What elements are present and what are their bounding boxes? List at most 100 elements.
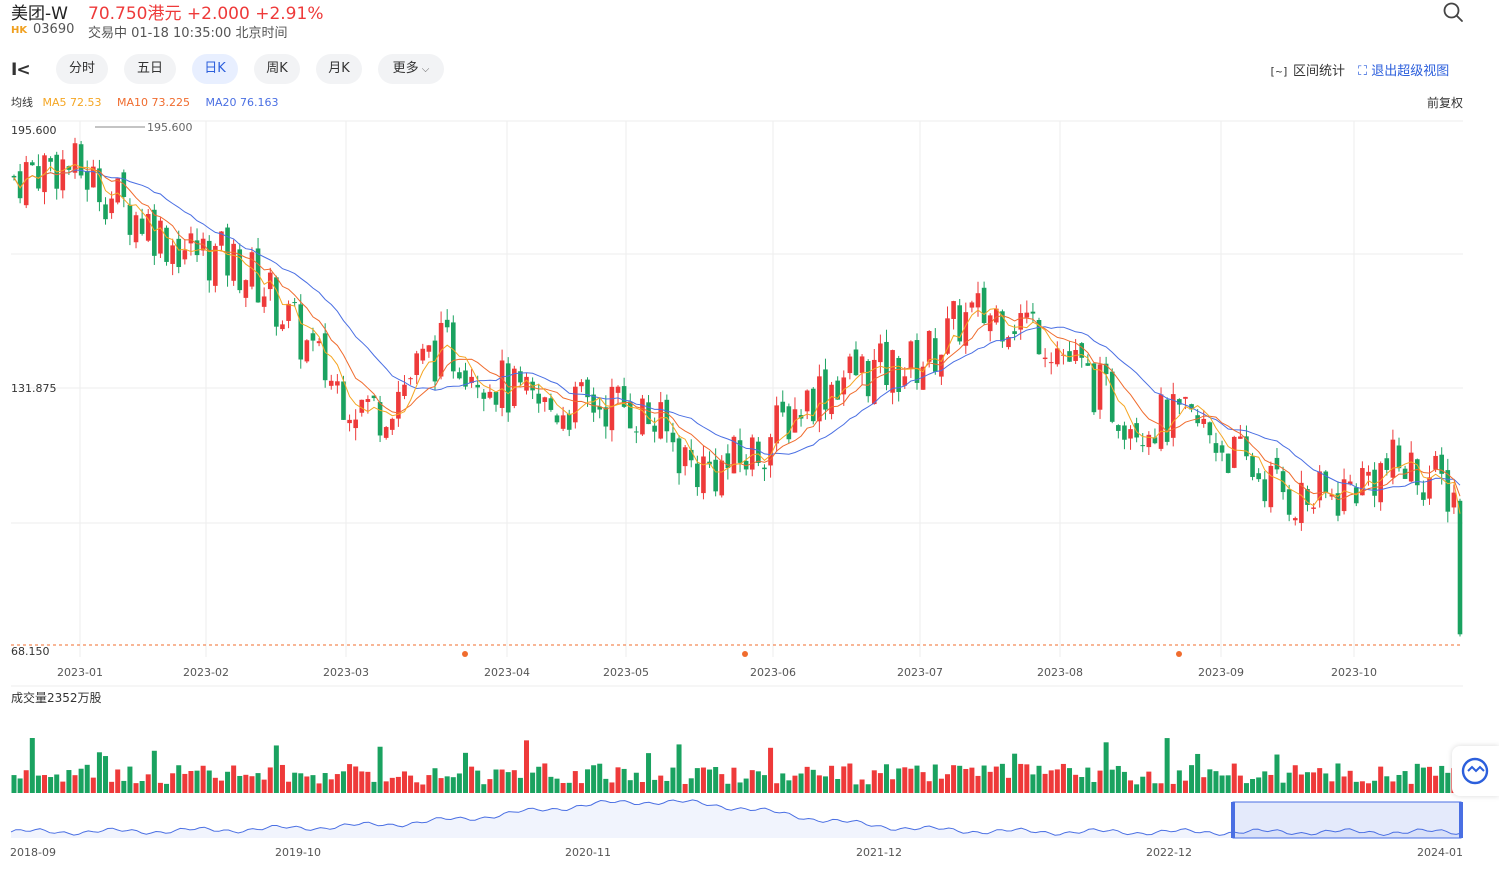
volume-bar [273, 745, 279, 793]
candle-body [554, 415, 560, 423]
kline-toggle-icon[interactable]: I< [11, 60, 31, 80]
volume-bar [908, 768, 914, 793]
volume-bar [774, 783, 780, 793]
event-dot [1176, 651, 1182, 657]
candle-body [725, 453, 731, 469]
candle-body [847, 356, 853, 374]
price-adjust-selector[interactable]: 前复权 [1427, 96, 1464, 110]
volume-bar [115, 769, 121, 793]
candle-body [774, 405, 779, 444]
candle-body [194, 240, 200, 256]
tab-five-day[interactable]: 五日 [124, 54, 176, 84]
volume-bar [60, 781, 66, 793]
volume-bar [206, 770, 212, 793]
candle-body [30, 162, 35, 166]
candle-body [1055, 348, 1060, 365]
tab-more[interactable]: 更多 ⌵ [378, 54, 444, 84]
candle-body [932, 338, 938, 372]
candle-body [969, 302, 975, 308]
volume-bar [578, 783, 584, 793]
volume-bar [615, 767, 621, 793]
candle-body [1085, 363, 1091, 366]
range-stats-button[interactable]: [~] 区间统计 [1269, 60, 1345, 79]
volume-bar [1054, 769, 1060, 793]
candle-body [1079, 343, 1085, 358]
candle-body [219, 231, 224, 246]
volume-bar [1213, 771, 1219, 793]
volume-bar [694, 768, 700, 793]
volume-bar [408, 775, 414, 793]
tab-monthly-k[interactable]: 月K [316, 54, 362, 84]
volume-bar [1365, 783, 1371, 793]
volume-bar [1036, 765, 1042, 793]
volume-bar [109, 781, 115, 793]
volume-bar [1353, 781, 1359, 793]
volume-bar [1182, 780, 1188, 793]
candle-body [1164, 399, 1170, 442]
candle-body [414, 353, 419, 376]
floating-assistant-button[interactable] [1452, 746, 1499, 796]
volume-bar [1103, 742, 1109, 793]
volume-bar [761, 775, 767, 793]
candle-body [719, 460, 725, 496]
candle-body [1317, 471, 1322, 501]
candle-body [255, 248, 261, 303]
volume-bar [481, 784, 487, 793]
candle-body [1408, 452, 1414, 482]
volume-bar [377, 746, 383, 793]
candle-body [1286, 489, 1292, 515]
volume-bar [322, 773, 328, 793]
volume-group [11, 738, 1463, 793]
volume-bar [829, 765, 835, 793]
volume-bar [1176, 770, 1182, 793]
volume-bar [639, 782, 645, 793]
volume-bar [890, 779, 896, 793]
ma5-value: MA5 72.53 [42, 96, 102, 109]
candle-body [1225, 453, 1231, 473]
candle-body [1018, 313, 1024, 330]
candle-body [475, 384, 480, 388]
volume-bar [1231, 763, 1237, 793]
candle-body [1378, 463, 1383, 503]
volume-bar [804, 766, 810, 793]
candle-body [1213, 443, 1219, 453]
candle-body [1030, 311, 1036, 314]
candle-body [78, 144, 84, 176]
exit-super-view-button[interactable]: ⛶ 退出超级视图 [1358, 60, 1449, 79]
search-icon[interactable] [1441, 0, 1465, 24]
tab-daily-k[interactable]: 日K [192, 54, 238, 84]
volume-bar [1012, 753, 1018, 793]
volume-bar [902, 767, 908, 793]
volume-bar [139, 781, 145, 793]
candle-body [853, 349, 859, 376]
volume-bar [664, 780, 670, 793]
volume-bar [1378, 766, 1384, 793]
candle-body [396, 391, 401, 419]
candle-body [1292, 518, 1298, 521]
volume-bar [560, 783, 566, 793]
volume-bar [524, 740, 530, 793]
candle-body [591, 394, 596, 413]
volume-bar [1060, 763, 1066, 793]
volume-bar [530, 772, 536, 793]
candle-body [688, 449, 694, 461]
tab-weekly-k[interactable]: 周K [254, 54, 300, 84]
volume-bar [1408, 783, 1414, 793]
volume-bar [48, 777, 54, 793]
candle-body [1439, 454, 1444, 474]
volume-bar [218, 780, 224, 793]
volume-bar [194, 770, 200, 793]
tab-minute[interactable]: 分时 [56, 54, 108, 84]
volume-bar [279, 764, 285, 793]
candle-body [524, 376, 529, 391]
candle-body [1433, 455, 1438, 470]
volume-bar [1372, 780, 1378, 793]
candle-body [1219, 445, 1225, 453]
tab-more-label: 更多 [392, 61, 419, 76]
candle-body [920, 366, 926, 390]
volume-bar [1390, 781, 1396, 793]
candle-body [1396, 445, 1402, 469]
volume-bar [627, 780, 633, 793]
candle-body [225, 227, 230, 276]
